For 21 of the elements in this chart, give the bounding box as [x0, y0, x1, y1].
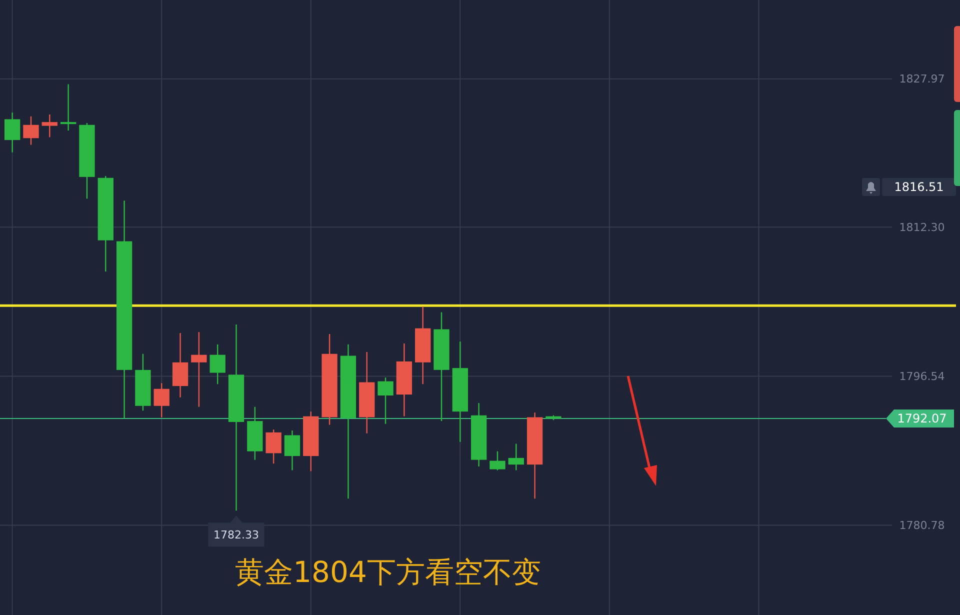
candlestick — [42, 114, 58, 138]
candlestick — [23, 116, 39, 146]
candlestick — [210, 344, 226, 385]
annotation: 1782.33 — [213, 528, 259, 542]
candlestick — [60, 84, 76, 132]
candlestick — [154, 382, 170, 418]
candlestick — [4, 112, 20, 153]
candlestick — [378, 376, 394, 424]
candlestick — [508, 443, 524, 471]
text: 1816.51 — [894, 180, 944, 194]
candlestick — [266, 428, 282, 464]
candlestick — [191, 332, 207, 408]
y-tick-label: 1796.54 — [899, 370, 945, 384]
y-tick-label: 1812.30 — [899, 220, 945, 234]
y-tick-label: 1827.97 — [899, 72, 945, 86]
y-tick-label: 1780.78 — [899, 519, 945, 532]
candlestick — [284, 430, 300, 471]
ref-line-label: 1792.07 — [897, 412, 947, 426]
candlestick — [490, 450, 506, 471]
text: 黄金1804下方看空不变 — [235, 555, 541, 590]
candlestick — [172, 332, 188, 398]
